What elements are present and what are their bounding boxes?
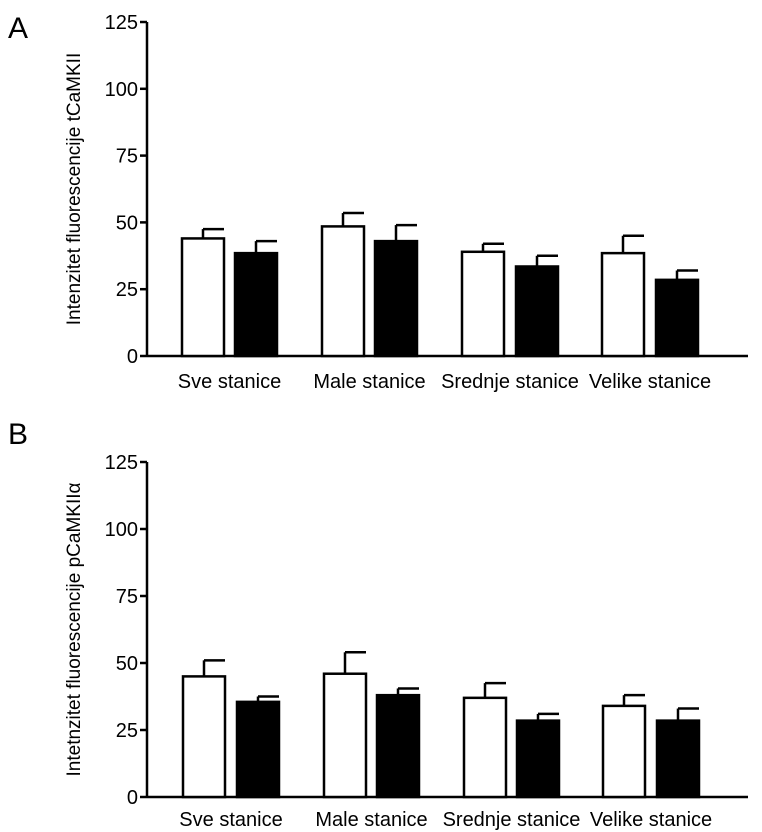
chart-a-bar	[460, 250, 506, 358]
chart-b-bar	[601, 704, 647, 799]
chart-b-y-tick-label: 25	[116, 720, 138, 742]
chart-b-bar	[655, 719, 701, 799]
chart-b-category-label: Srednje stanice	[443, 809, 581, 831]
chart-b-bar	[181, 675, 227, 799]
chart-a-bar	[233, 251, 279, 358]
chart-a-category-label: Srednje stanice	[441, 371, 579, 393]
chart-a-y-tick-label: 0	[127, 346, 138, 368]
chart-b-bar	[322, 672, 368, 799]
chart-b-y-tick-label: 75	[116, 586, 138, 608]
chart-b-bar	[462, 696, 508, 799]
chart-b-category-label: Male stanice	[315, 809, 427, 831]
chart-a-y-tick-label: 100	[105, 79, 138, 101]
chart-b-y-tick-label: 100	[105, 519, 138, 541]
chart-b-category-label: Velike stanice	[590, 809, 712, 831]
chart-a-y-tick-label: 25	[116, 279, 138, 301]
chart-a-bar	[180, 237, 226, 358]
chart-a-bar	[320, 225, 366, 358]
chart-a-category-label: Velike stanice	[589, 371, 711, 393]
chart-b-bar	[375, 693, 421, 799]
chart-b-y-tick-label: 50	[116, 653, 138, 675]
chart-a-category-label: Male stanice	[313, 371, 425, 393]
chart-b-bar	[515, 719, 561, 799]
chart-b-panel-label: B	[8, 418, 28, 451]
chart-b-category-label: Sve stanice	[179, 809, 282, 831]
chart-a-bar	[373, 239, 419, 358]
chart-a-bar	[654, 278, 700, 358]
chart-a-category-label: Sve stanice	[178, 371, 281, 393]
chart-a-y-axis-title: Intenzitet fluorescencije tCaMKII	[64, 53, 85, 325]
chart-b-bar	[235, 700, 281, 799]
chart-b-y-tick-label: 125	[105, 452, 138, 474]
chart-a-bar	[514, 265, 560, 358]
chart-a-y-tick-label: 75	[116, 146, 138, 168]
chart-b-y-axis-title: Intetnzitet fluorescencije pCaMKIIα	[64, 482, 85, 776]
chart-a-y-tick-label: 125	[105, 12, 138, 34]
chart-b-y-tick-label: 0	[127, 787, 138, 809]
chart-a-y-tick-label: 50	[116, 212, 138, 234]
chart-a-panel-label: A	[8, 12, 28, 45]
chart-a-bar	[600, 251, 646, 358]
